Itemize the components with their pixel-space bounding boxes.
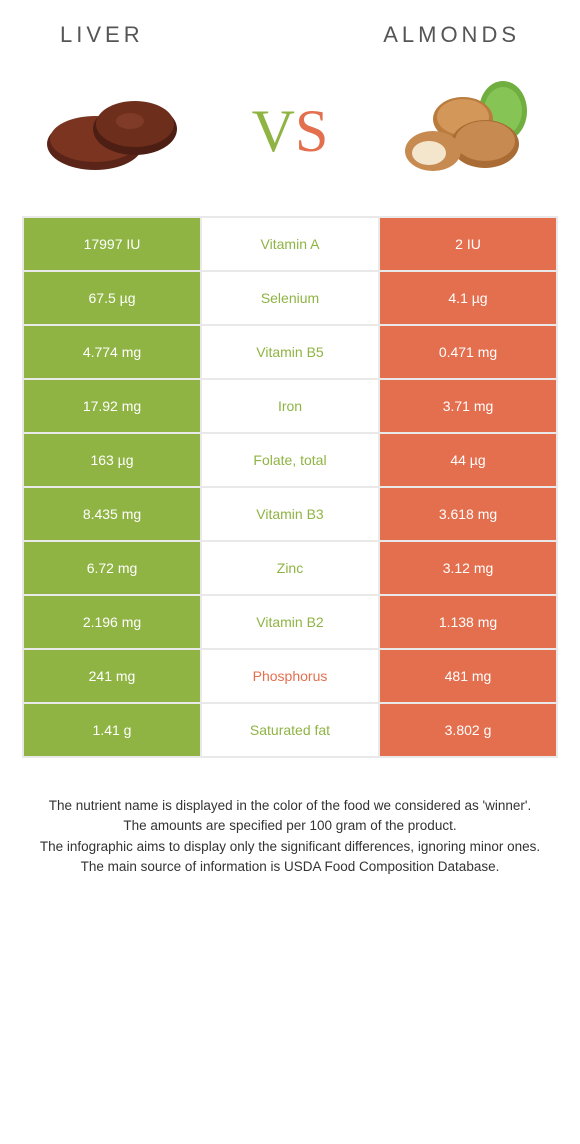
right-food-title: Almonds <box>383 22 520 48</box>
nutrient-name: Selenium <box>201 271 379 325</box>
nutrient-name: Zinc <box>201 541 379 595</box>
table-row: 2.196 mgVitamin B21.138 mg <box>23 595 557 649</box>
right-value: 1.138 mg <box>379 595 557 649</box>
nutrient-name: Vitamin A <box>201 217 379 271</box>
left-food-title: Liver <box>60 22 144 48</box>
left-value: 17.92 mg <box>23 379 201 433</box>
footer-line-3: The infographic aims to display only the… <box>34 837 546 857</box>
vs-v: V <box>252 97 295 166</box>
table-row: 8.435 mgVitamin B33.618 mg <box>23 487 557 541</box>
left-value: 8.435 mg <box>23 487 201 541</box>
nutrient-table-wrap: 17997 IUVitamin A2 IU67.5 µgSelenium4.1 … <box>0 216 580 758</box>
left-value: 163 µg <box>23 433 201 487</box>
nutrient-name: Saturated fat <box>201 703 379 757</box>
nutrient-name: Vitamin B5 <box>201 325 379 379</box>
table-row: 17997 IUVitamin A2 IU <box>23 217 557 271</box>
footer-notes: The nutrient name is displayed in the co… <box>0 758 580 877</box>
right-value: 2 IU <box>379 217 557 271</box>
table-row: 6.72 mgZinc3.12 mg <box>23 541 557 595</box>
nutrient-name: Phosphorus <box>201 649 379 703</box>
right-value: 4.1 µg <box>379 271 557 325</box>
right-value: 481 mg <box>379 649 557 703</box>
footer-line-1: The nutrient name is displayed in the co… <box>34 796 546 816</box>
table-row: 17.92 mgIron3.71 mg <box>23 379 557 433</box>
left-value: 6.72 mg <box>23 541 201 595</box>
left-value: 67.5 µg <box>23 271 201 325</box>
table-row: 67.5 µgSelenium4.1 µg <box>23 271 557 325</box>
table-row: 163 µgFolate, total44 µg <box>23 433 557 487</box>
footer-line-4: The main source of information is USDA F… <box>34 857 546 877</box>
left-value: 241 mg <box>23 649 201 703</box>
header: Liver Almonds <box>0 0 580 56</box>
nutrient-name: Folate, total <box>201 433 379 487</box>
left-value: 1.41 g <box>23 703 201 757</box>
nutrient-name: Vitamin B2 <box>201 595 379 649</box>
left-value: 17997 IU <box>23 217 201 271</box>
right-value: 3.802 g <box>379 703 557 757</box>
right-value: 3.12 mg <box>379 541 557 595</box>
vs-label: VS <box>252 97 329 166</box>
vs-row: VS <box>0 56 580 216</box>
left-value: 4.774 mg <box>23 325 201 379</box>
nutrient-table: 17997 IUVitamin A2 IU67.5 µgSelenium4.1 … <box>22 216 558 758</box>
right-value: 44 µg <box>379 433 557 487</box>
table-row: 1.41 gSaturated fat3.802 g <box>23 703 557 757</box>
table-row: 4.774 mgVitamin B50.471 mg <box>23 325 557 379</box>
right-value: 3.618 mg <box>379 487 557 541</box>
almonds-image <box>385 76 540 186</box>
left-value: 2.196 mg <box>23 595 201 649</box>
table-row: 241 mgPhosphorus481 mg <box>23 649 557 703</box>
right-value: 0.471 mg <box>379 325 557 379</box>
vs-s: S <box>295 97 328 166</box>
right-value: 3.71 mg <box>379 379 557 433</box>
nutrient-name: Iron <box>201 379 379 433</box>
liver-image <box>40 76 195 186</box>
footer-line-2: The amounts are specified per 100 gram o… <box>34 816 546 836</box>
nutrient-name: Vitamin B3 <box>201 487 379 541</box>
